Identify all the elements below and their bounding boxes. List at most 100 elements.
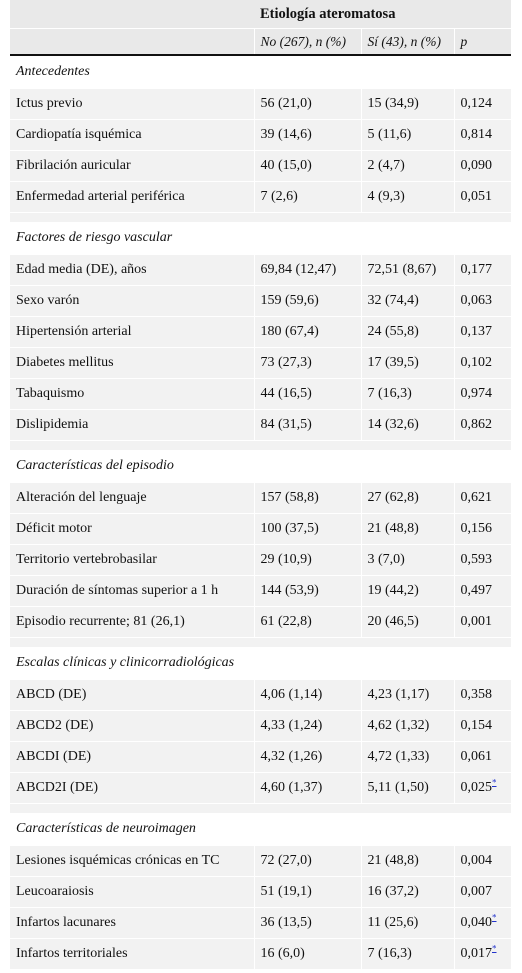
value-si: 21 (48,8) (360, 845, 454, 877)
value-p-cell: 0,137 (453, 316, 512, 348)
header-row-group: Etiología ateromatosa (10, 0, 512, 29)
table-row: Dislipidemia 84 (31,5) 14 (32,6) 0,862 (10, 409, 512, 441)
spacer-cell (10, 637, 512, 647)
row-label: Alteración del lenguaje (10, 482, 254, 514)
table-row: Enfermedad arterial periférica 7 (2,6) 4 (… (10, 181, 512, 213)
table-row: Infartos lacunares 36 (13,5) 11 (25,6) 0,04… (10, 907, 512, 939)
row-label: Cardiopatía isquémica (10, 119, 254, 151)
table-row: Territorio vertebrobasilar 29 (10,9) 3 (7,… (10, 544, 512, 576)
row-label: ABCD2I (DE) (10, 772, 254, 804)
value-si: 14 (32,6) (360, 409, 454, 441)
section-title: Escalas clínicas y clinicorradiológicas (10, 647, 512, 680)
p-value: 0,007 (460, 884, 493, 899)
value-p-cell: 0,177 (453, 254, 512, 286)
section-title: Factores de riesgo vascular (10, 222, 512, 255)
footnote-marker-link[interactable]: * (492, 777, 497, 788)
value-si: 2 (4,7) (360, 150, 454, 182)
value-no: 84 (31,5) (253, 409, 361, 441)
table-row: Lesiones isquémicas crónicas en TC 72 (27… (10, 845, 512, 877)
value-p-cell: 0,593 (453, 544, 512, 576)
row-label: Dislipidemia (10, 409, 254, 441)
row-label: Enfermedad arterial periférica (10, 181, 254, 213)
table-row: Duración de síntomas superior a 1 h 144 (… (10, 575, 512, 607)
row-label: Duración de síntomas superior a 1 h (10, 575, 254, 607)
row-label: Sexo varón (10, 285, 254, 317)
table-row: Ictus previo 56 (21,0) 15 (34,9) 0,124 (10, 88, 512, 120)
value-no: 157 (58,8) (253, 482, 361, 514)
row-label: Ictus previo (10, 88, 254, 120)
section-header-row: Factores de riesgo vascular (10, 222, 512, 255)
value-p-cell: 0,124 (453, 88, 512, 120)
group-title: Etiología ateromatosa (254, 0, 512, 29)
p-value: 0,102 (460, 355, 493, 370)
value-si: 16 (37,2) (360, 876, 454, 908)
row-label: Leucoaraiosis (10, 876, 254, 908)
section-header-row: Características de neuroimagen (10, 813, 512, 846)
table-row: Hipertensión arterial 180 (67,4) 24 (55,8)… (10, 316, 512, 348)
value-no: 72 (27,0) (253, 845, 361, 877)
value-p-cell: 0,051 (453, 181, 512, 213)
table-row: Diabetes mellitus 73 (27,3) 17 (39,5) 0,102 (10, 347, 512, 379)
p-value: 0,593 (460, 552, 493, 567)
row-label: Fibrilación auricular (10, 150, 254, 182)
table-row: Episodio recurrente; 81 (26,1) 61 (22,8) 2… (10, 606, 512, 638)
row-label: Infartos territoriales (10, 938, 254, 969)
value-no: 39 (14,6) (253, 119, 361, 151)
value-p-cell: 0,063 (453, 285, 512, 317)
value-p-cell: 0,017* (453, 938, 512, 969)
value-si: 4 (9,3) (360, 181, 454, 213)
row-label: ABCD2 (DE) (10, 710, 254, 742)
p-value: 0,090 (460, 158, 493, 173)
row-label: Déficit motor (10, 513, 254, 545)
value-si: 4,62 (1,32) (360, 710, 454, 742)
value-p-cell: 0,040* (453, 907, 512, 939)
p-value: 0,497 (460, 583, 493, 598)
value-no: 44 (16,5) (253, 378, 361, 410)
table-row: Sexo varón 159 (59,6) 32 (74,4) 0,063 (10, 285, 512, 317)
column-header-si: Sí (43), n (%) (360, 28, 454, 56)
table-row: Edad media (DE), años 69,84 (12,47) 72,51 … (10, 254, 512, 286)
value-si: 32 (74,4) (360, 285, 454, 317)
value-si: 15 (34,9) (360, 88, 454, 120)
p-value: 0,137 (460, 324, 493, 339)
p-value: 0,156 (460, 521, 493, 536)
header-label-cell (10, 28, 254, 56)
row-label: ABCD (DE) (10, 679, 254, 711)
data-table: Etiología ateromatosa No (267), n (%) Sí… (10, 0, 512, 969)
p-value: 0,063 (460, 293, 493, 308)
table-row: Cardiopatía isquémica 39 (14,6) 5 (11,6) 0,… (10, 119, 512, 151)
footnote-marker-link[interactable]: * (492, 943, 497, 954)
row-label: Episodio recurrente; 81 (26,1) (10, 606, 254, 638)
value-p-cell: 0,061 (453, 741, 512, 773)
section-spacer (10, 637, 512, 647)
value-p-cell: 0,497 (453, 575, 512, 607)
value-p-cell: 0,090 (453, 150, 512, 182)
footnote-marker-link[interactable]: * (492, 912, 497, 923)
value-no: 4,33 (1,24) (253, 710, 361, 742)
section-spacer (10, 803, 512, 813)
value-no: 29 (10,9) (253, 544, 361, 576)
value-p-cell: 0,156 (453, 513, 512, 545)
value-no: 180 (67,4) (253, 316, 361, 348)
p-value: 0,061 (460, 749, 493, 764)
value-no: 4,60 (1,37) (253, 772, 361, 804)
data-table-container: Etiología ateromatosa No (267), n (%) Sí… (10, 0, 512, 969)
value-si: 17 (39,5) (360, 347, 454, 379)
spacer-cell (10, 440, 512, 450)
value-no: 73 (27,3) (253, 347, 361, 379)
p-value: 0,051 (460, 189, 493, 204)
p-value: 0,358 (460, 687, 493, 702)
value-p-cell: 0,102 (453, 347, 512, 379)
value-si: 27 (62,8) (360, 482, 454, 514)
p-value: 0,154 (460, 718, 493, 733)
value-no: 159 (59,6) (253, 285, 361, 317)
table-row: ABCD (DE) 4,06 (1,14) 4,23 (1,17) 0,358 (10, 679, 512, 711)
value-no: 51 (19,1) (253, 876, 361, 908)
value-p-cell: 0,814 (453, 119, 512, 151)
row-label: Infartos lacunares (10, 907, 254, 939)
row-label: Hipertensión arterial (10, 316, 254, 348)
p-value: 0,040 (460, 915, 493, 930)
value-no: 61 (22,8) (253, 606, 361, 638)
p-value: 0,621 (460, 490, 493, 505)
table-row: ABCD2I (DE) 4,60 (1,37) 5,11 (1,50) 0,025* (10, 772, 512, 804)
